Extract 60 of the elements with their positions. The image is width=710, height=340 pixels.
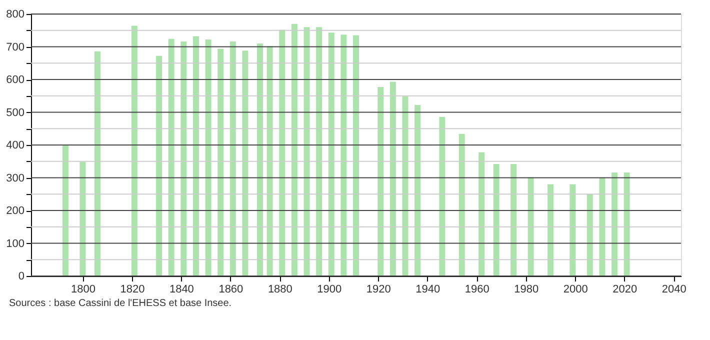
bar [414,105,421,276]
bar [230,42,236,276]
y-tick-label: 600 [6,74,24,86]
x-tick-label: 1860 [218,284,244,296]
x-tick-label: 2000 [563,284,588,296]
bar [242,50,248,276]
bar [256,43,263,276]
x-tick-label: 1980 [514,284,539,296]
bar [180,42,187,276]
bar [62,144,68,276]
bar [205,40,212,276]
bar [218,48,224,276]
bar [279,30,286,276]
y-tick-label: 0 [18,270,24,282]
bar [94,51,100,276]
bar [353,35,359,276]
y-tick-label: 400 [6,140,24,152]
bar [168,38,174,276]
x-tick-label: 1920 [366,284,391,296]
x-tick-label: 1880 [268,284,292,296]
bar [510,164,517,276]
bar [528,177,534,276]
bar [80,162,86,276]
bar [570,184,576,276]
y-tick-label: 800 [6,8,24,20]
bar [192,36,199,276]
bar [586,194,593,276]
bar [458,134,465,276]
x-tick-label: 2040 [662,284,686,296]
y-tick-label: 100 [6,238,24,250]
x-tick-label: 1800 [70,284,96,296]
bar [548,184,554,276]
bar [328,32,334,276]
x-tick-label: 1960 [464,284,490,296]
bar [390,82,396,276]
x-tick-label: 1900 [317,284,342,296]
bar [131,26,138,276]
bar [156,56,162,276]
bar [316,27,322,276]
bar [340,34,347,276]
x-tick-label: 2020 [612,284,638,296]
bar [612,172,618,276]
bar [291,24,298,276]
y-tick-label: 500 [6,106,24,119]
bar [266,46,273,276]
bar [378,87,384,276]
bar [599,178,606,276]
x-tick-label: 1940 [416,284,440,296]
y-tick-label: 300 [6,172,24,184]
source-note: Sources : base Cassini de l'EHESS et base Insee. [9,298,232,309]
bar [478,152,485,276]
bar [304,27,310,276]
bar [493,164,500,276]
bar [402,96,408,276]
x-tick-label: 1820 [120,284,145,296]
bar [439,116,446,276]
y-tick-label: 700 [6,41,24,54]
y-tick-label: 200 [6,205,24,217]
bar [624,172,630,276]
x-tick-label: 1840 [169,284,194,296]
